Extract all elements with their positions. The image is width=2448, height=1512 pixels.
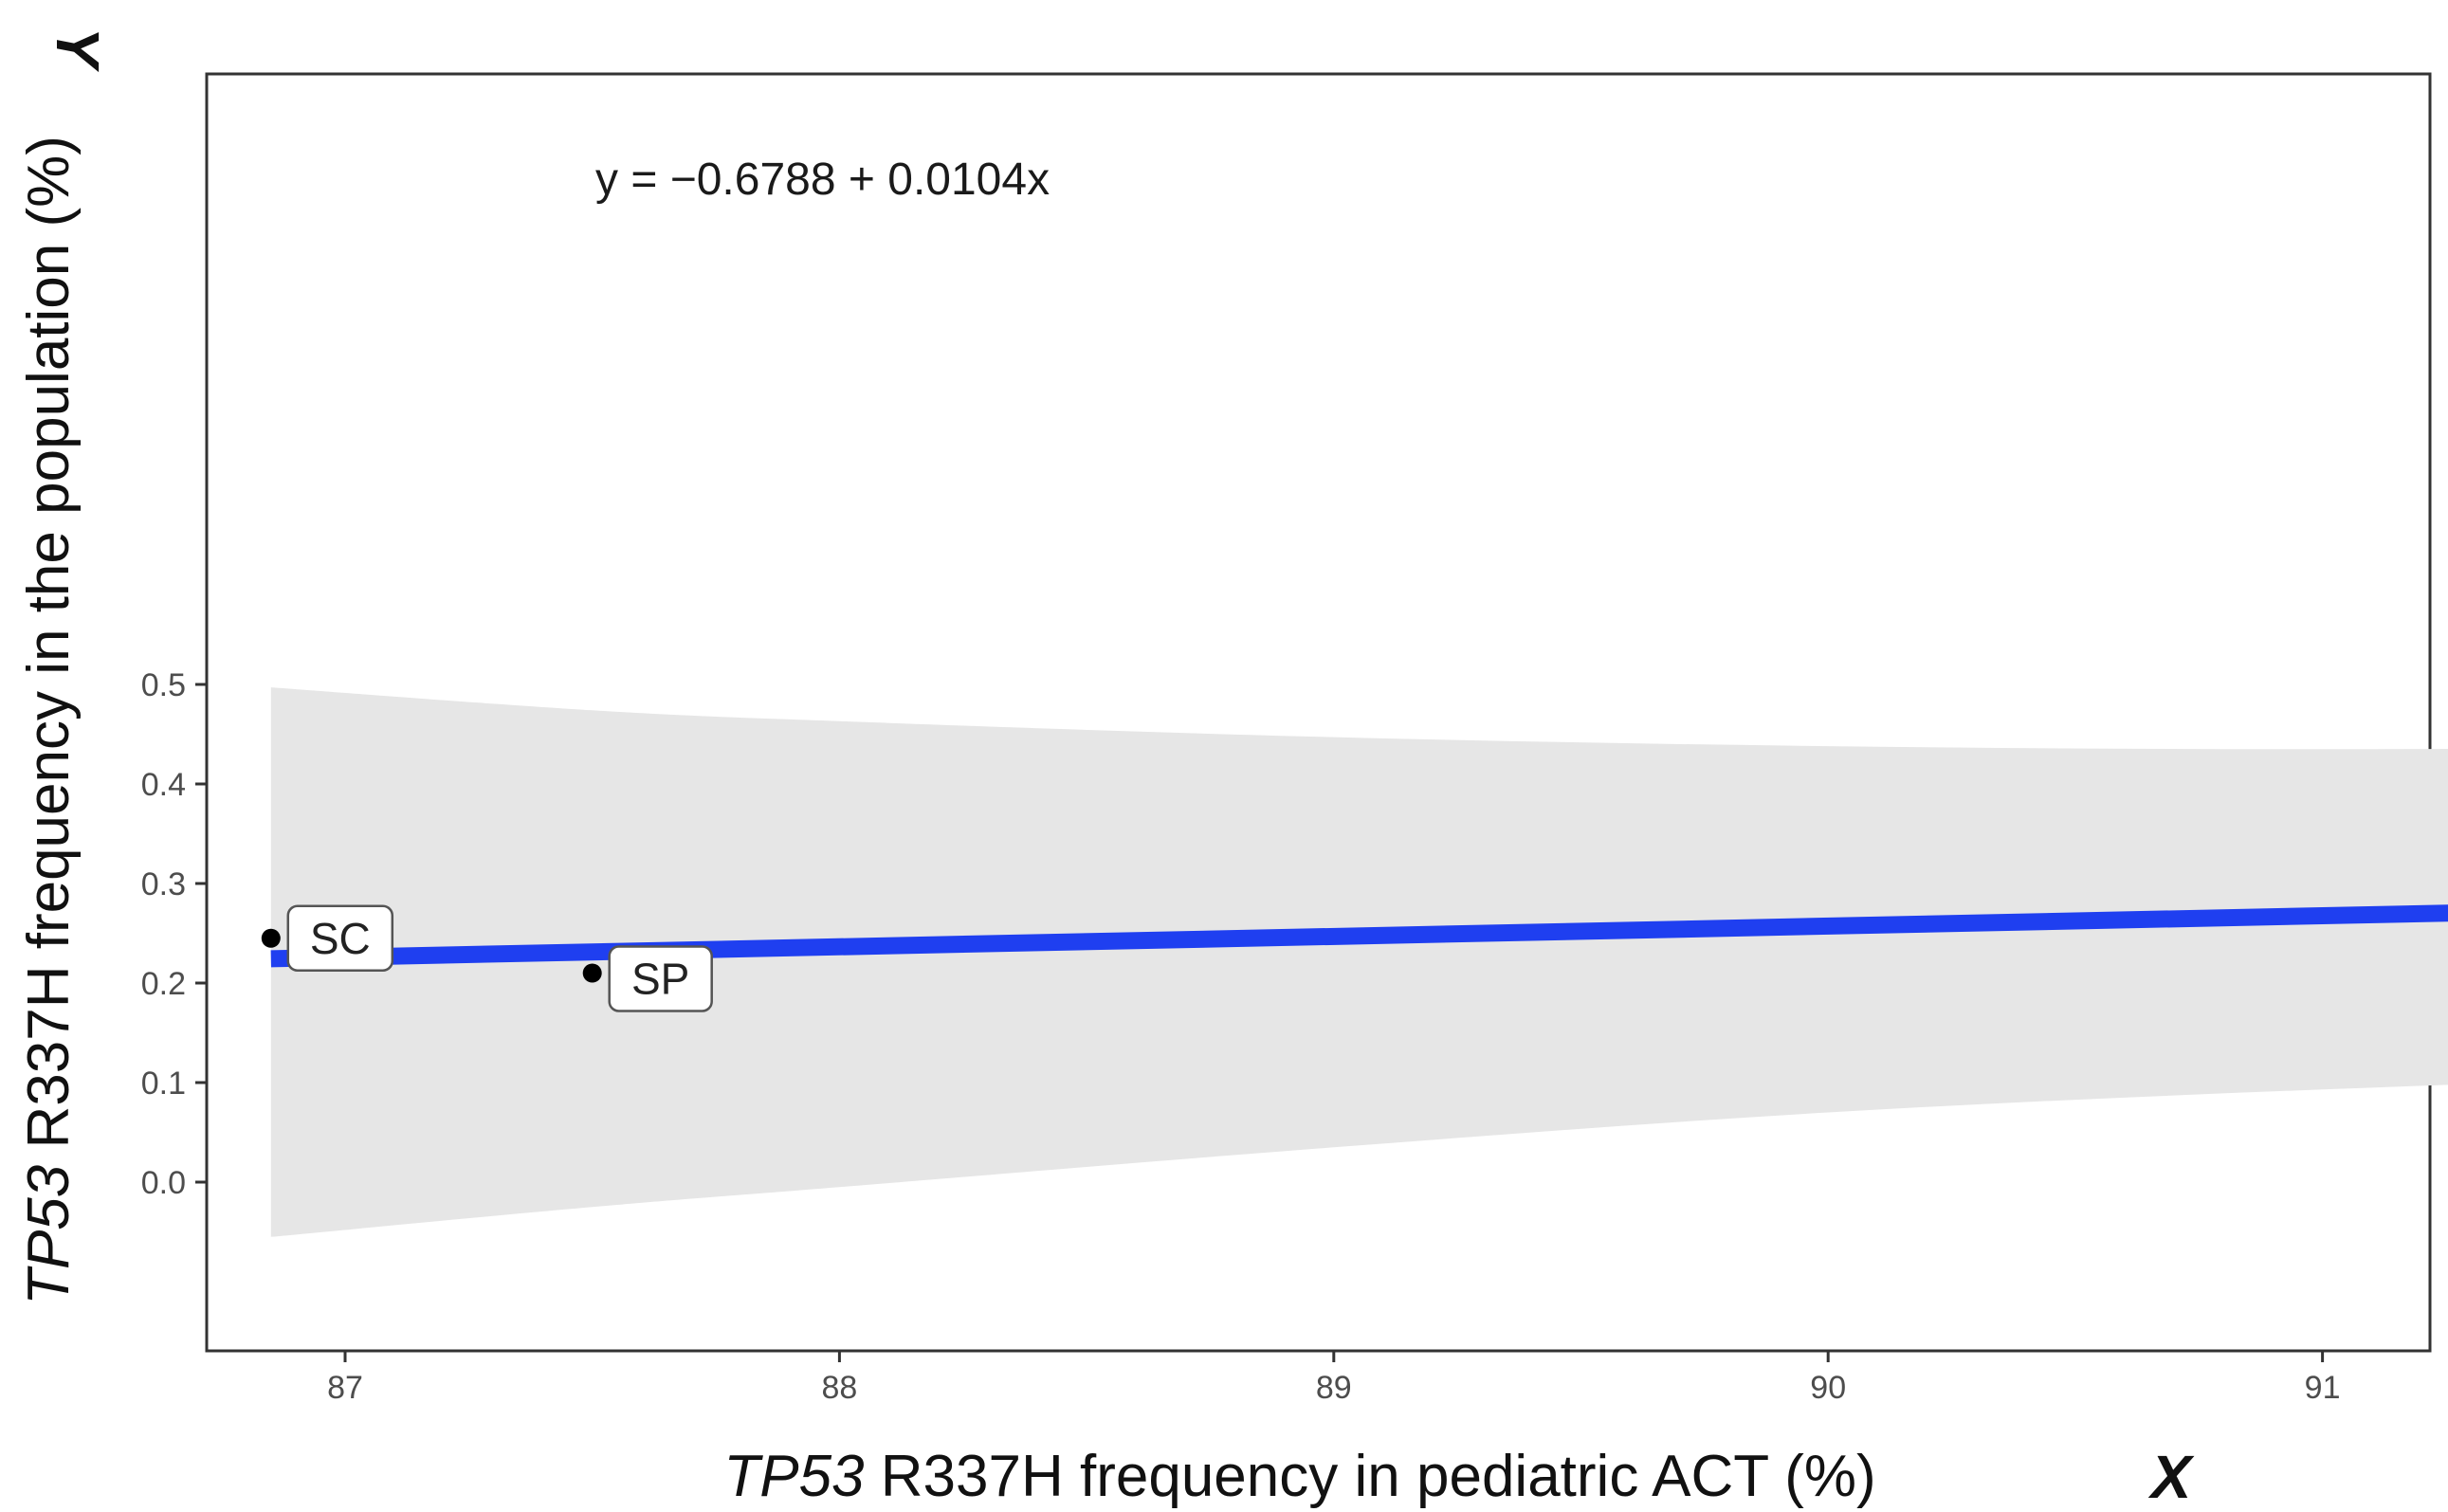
point-group-sc: SC	[261, 904, 394, 972]
y-tick-label: 0.4	[141, 767, 186, 803]
point-label-box	[286, 904, 394, 972]
data-point-layer: SCSPPR	[261, 904, 713, 1012]
point-label: SP	[631, 955, 689, 1004]
point-group-sp: SP	[582, 945, 713, 1012]
x-tick-label: 89	[1316, 1370, 1352, 1406]
regression-equation: y = −0.6788 + 0.0104x	[595, 155, 1050, 205]
x-axis-ticks: 878889909192939495	[327, 1351, 2341, 1406]
x-axis-title: TP53 R337H frequency in pediatric ACT (%…	[723, 1444, 1875, 1509]
y-tick-label: 0.5	[141, 667, 186, 703]
confidence-band-layer	[270, 687, 2448, 1237]
x-axis-letter: X	[2148, 1443, 2195, 1511]
regression-line	[270, 904, 2448, 968]
y-axis-letter: Y	[44, 27, 112, 73]
x-tick-label: 88	[821, 1370, 857, 1406]
x-tick-label: 91	[2305, 1370, 2341, 1406]
point-label: SC	[310, 914, 371, 963]
x-tick-label: 87	[327, 1370, 363, 1406]
y-tick-label: 0.3	[141, 866, 186, 902]
x-tick-label: 90	[1810, 1370, 1846, 1406]
y-tick-label: 0.1	[141, 1066, 186, 1102]
data-point	[582, 963, 602, 983]
point-label-box	[608, 945, 713, 1012]
confidence-band	[270, 687, 2448, 1237]
data-point	[261, 928, 281, 948]
y-axis-ticks: 0.0 0.1 0.2 0.3 0.4 0.5	[141, 667, 207, 1201]
y-axis-title: TP53 R337H frequency in the population (…	[16, 136, 82, 1305]
y-tick-label: 0.2	[141, 966, 186, 1002]
regression-line-layer	[270, 904, 2448, 968]
y-tick-label: 0.0	[141, 1165, 186, 1201]
